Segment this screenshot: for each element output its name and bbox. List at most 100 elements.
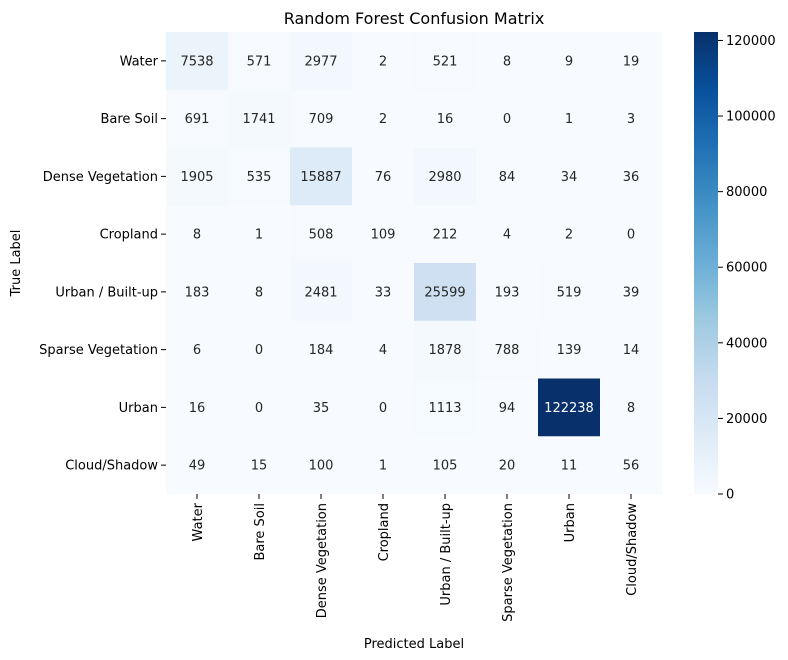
cell-value-label: 8 (193, 228, 201, 243)
heatmap-cell (290, 263, 353, 322)
heatmap-cell (476, 205, 539, 264)
heatmap-cell (228, 147, 291, 206)
x-tick-label: Sparse Vegetation (501, 503, 516, 622)
cell-value-label: 76 (375, 170, 392, 185)
cell-value-label: 2980 (428, 170, 461, 185)
heatmap-cell (414, 263, 477, 322)
heatmap-cell (538, 32, 601, 91)
y-tick-label: Bare Soil (100, 112, 158, 127)
x-tick-label: Water (191, 502, 206, 541)
cell-value-label: 15 (251, 459, 268, 474)
cell-value-label: 0 (255, 401, 263, 416)
y-tick-label: Cloud/Shadow (65, 459, 158, 474)
heatmap-cell (600, 89, 663, 148)
cell-value-label: 20 (499, 459, 516, 474)
cell-value-label: 571 (247, 54, 272, 69)
x-tick-label: Bare Soil (253, 503, 268, 561)
cell-value-label: 508 (309, 228, 334, 243)
cell-value-label: 33 (375, 285, 392, 300)
cell-value-label: 34 (561, 170, 578, 185)
heatmap-cell (476, 378, 539, 437)
heatmap-cell (352, 320, 415, 379)
cell-value-label: 212 (433, 228, 458, 243)
cell-value-label: 36 (623, 170, 640, 185)
cell-value-label: 8 (503, 54, 511, 69)
x-tick-label: Urban (563, 503, 578, 542)
heatmap-cell (166, 320, 229, 379)
cell-value-label: 105 (433, 459, 458, 474)
colorbar-tick-label: 20000 (726, 412, 767, 427)
heatmap-cell (476, 436, 539, 495)
cell-value-label: 521 (433, 54, 458, 69)
y-axis-ticks: Water Bare Soil Dense Vegetation Cropland Ur… (39, 54, 166, 474)
heatmap-cell (352, 205, 415, 264)
heatmap-cell (290, 32, 353, 91)
y-tick-label: Urban (119, 401, 158, 416)
x-axis-label: Predicted Label (364, 637, 464, 652)
cell-value-label: 9 (565, 54, 573, 69)
cell-value-label: 8 (627, 401, 635, 416)
heatmap-cell (476, 147, 539, 206)
heatmap-cell (290, 147, 353, 206)
colorbar-tick-label: 60000 (726, 261, 767, 276)
heatmap-cell (538, 436, 601, 495)
heatmap-cell (414, 32, 477, 91)
cell-value-label: 184 (309, 343, 334, 358)
cell-value-label: 39 (623, 285, 640, 300)
cell-value-label: 35 (313, 401, 330, 416)
cell-value-label: 0 (503, 112, 511, 127)
heatmap-cell (538, 205, 601, 264)
heatmap-cell (600, 205, 663, 264)
cell-value-label: 139 (557, 343, 582, 358)
cell-value-label: 11 (561, 459, 578, 474)
heatmap-cell (538, 263, 601, 322)
y-tick-label: Cropland (100, 228, 158, 243)
heatmap-cell (228, 263, 291, 322)
heatmap-cell (166, 205, 229, 264)
x-tick-label: Cropland (377, 503, 392, 561)
heatmap-cell (600, 32, 663, 91)
heatmap-cell (414, 320, 477, 379)
heatmap-cell (600, 320, 663, 379)
colorbar (694, 32, 718, 494)
heatmap-cell (414, 378, 477, 437)
colorbar-tick-label: 100000 (726, 110, 776, 125)
heatmap-cell (414, 89, 477, 148)
cell-value-label: 1905 (180, 170, 213, 185)
cell-value-label: 16 (437, 112, 454, 127)
cell-value-label: 4 (503, 228, 511, 243)
colorbar-tick-label: 80000 (726, 185, 767, 200)
heatmap-cell (290, 320, 353, 379)
cell-value-label: 7538 (180, 54, 213, 69)
heatmap-cell (600, 147, 663, 206)
heatmap-cell (476, 263, 539, 322)
heatmap-cell (290, 89, 353, 148)
heatmap-cell (352, 378, 415, 437)
heatmap-cell (228, 89, 291, 148)
heatmap-cell (166, 147, 229, 206)
cell-value-label: 519 (557, 285, 582, 300)
cell-value-label: 49 (189, 459, 206, 474)
cell-value-label: 2 (379, 54, 387, 69)
cell-value-label: 15887 (300, 170, 341, 185)
cell-value-label: 100 (309, 459, 334, 474)
cell-value-label: 0 (379, 401, 387, 416)
heatmap-cell (352, 32, 415, 91)
cell-value-label: 788 (495, 343, 520, 358)
heatmap-cell (352, 89, 415, 148)
chart-title: Random Forest Confusion Matrix (284, 9, 545, 28)
heatmap-cell (414, 147, 477, 206)
heatmap-cell (476, 32, 539, 91)
heatmap-cell (166, 436, 229, 495)
heatmap-cell (228, 205, 291, 264)
cell-value-label: 2 (379, 112, 387, 127)
heatmap-cell (476, 320, 539, 379)
cell-value-label: 1878 (428, 343, 461, 358)
heatmap-cell (414, 436, 477, 495)
heatmap-cell (538, 378, 601, 437)
cell-value-label: 6 (193, 343, 201, 358)
y-tick-label: Dense Vegetation (43, 170, 158, 185)
cell-value-label: 122238 (544, 401, 594, 416)
heatmap-cell (600, 263, 663, 322)
